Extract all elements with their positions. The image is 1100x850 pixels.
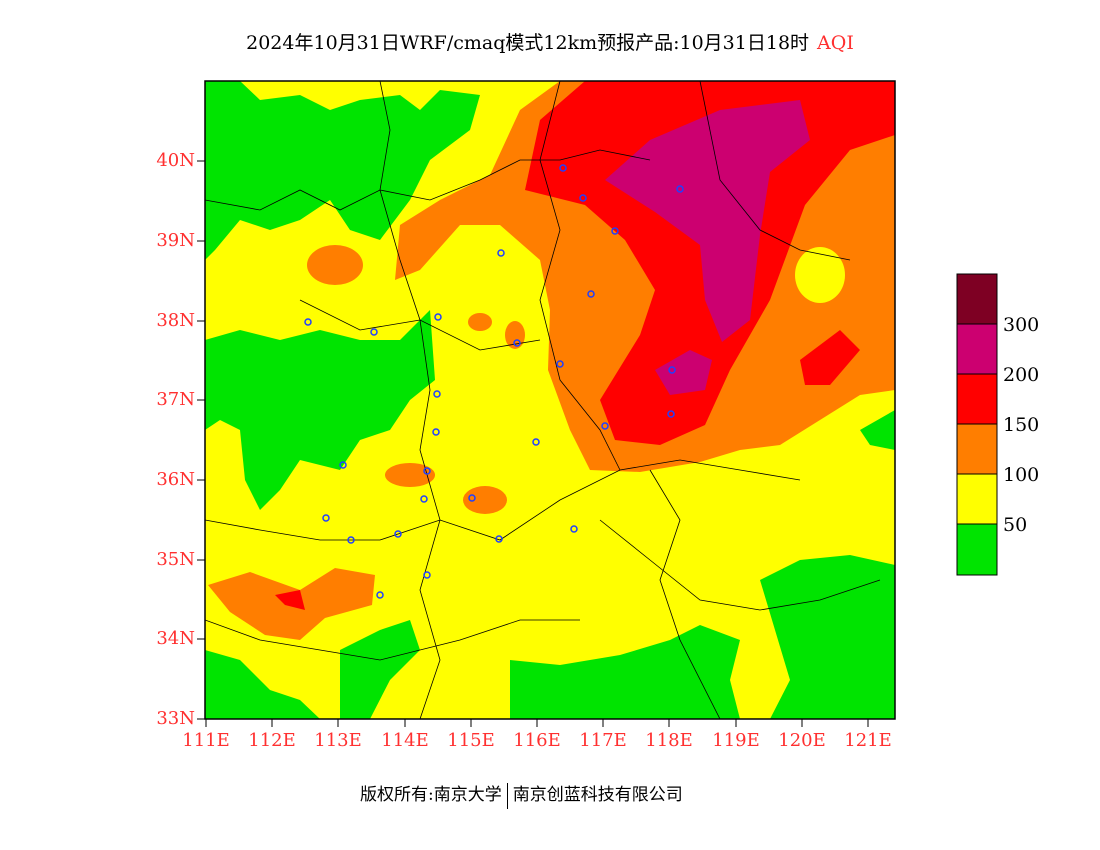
legend-swatch-hazardous <box>956 273 998 325</box>
legend-label: 100 <box>1003 464 1040 486</box>
aqi-zone-green-sc <box>510 625 740 719</box>
aqi-zone-yellow-pocket <box>795 247 845 303</box>
aqi-zone-orange-patch <box>463 486 507 514</box>
lon-label: 119E <box>712 730 760 751</box>
aqi-zone-green-sw <box>205 650 320 719</box>
aqi-zone-green-s <box>340 620 420 719</box>
legend-label: 150 <box>1003 414 1040 436</box>
lat-label: 39N <box>156 230 195 251</box>
lon-label: 118E <box>645 730 693 751</box>
lat-label: 38N <box>156 310 195 331</box>
lat-label: 40N <box>156 150 195 171</box>
aqi-zone-green-e <box>860 410 895 450</box>
chart-title: 2024年10月31日WRF/cmaq模式12km预报产品:10月31日18时 A… <box>0 28 1100 55</box>
legend-colorbar <box>956 273 998 576</box>
axis-ticks <box>197 160 869 727</box>
lon-label: 116E <box>513 730 561 751</box>
lon-label: 115E <box>447 730 495 751</box>
lon-label: 114E <box>381 730 429 751</box>
aqi-zone-red-sw <box>275 590 305 610</box>
aqi-zone-magenta-s <box>655 350 712 395</box>
aqi-zone-green-se <box>760 555 895 719</box>
aqi-zone-orange-patch <box>385 463 435 487</box>
lon-label: 113E <box>314 730 362 751</box>
copyright-company: 南京创蓝科技有限公司 <box>512 785 683 805</box>
title-main: 2024年10月31日WRF/cmaq模式12km预报产品:10月31日18时 <box>246 32 810 54</box>
lat-label: 36N <box>156 469 195 490</box>
aqi-zone-orange-patch <box>307 245 363 285</box>
lon-label: 112E <box>248 730 296 751</box>
legend-label: 200 <box>1003 364 1040 386</box>
province-boundaries <box>205 81 881 719</box>
aqi-zone-green-nw <box>205 81 480 260</box>
legend-swatch-very-unhealthy <box>956 323 998 375</box>
lon-label: 120E <box>778 730 826 751</box>
city-markers <box>304 164 684 599</box>
legend-label: 50 <box>1003 514 1028 536</box>
legend-swatch-sensitive <box>956 423 998 475</box>
footer-divider <box>506 782 508 809</box>
lon-label: 111E <box>182 730 230 751</box>
aqi-zone-orange-patch <box>468 313 492 331</box>
legend-label: 300 <box>1003 314 1040 336</box>
lat-label: 33N <box>156 708 195 729</box>
lat-label: 34N <box>156 628 195 649</box>
lon-label: 121E <box>844 730 892 751</box>
lat-label: 37N <box>156 389 195 410</box>
copyright-footer: 版权所有:南京大学 南京创蓝科技有限公司 <box>360 780 683 809</box>
title-variable: AQI <box>817 32 854 54</box>
aqi-zone-magenta <box>605 100 810 342</box>
lat-label: 35N <box>156 549 195 570</box>
legend-swatch-moderate <box>956 473 998 525</box>
aqi-zone-red-e <box>800 330 860 385</box>
aqi-zone-green-w <box>205 310 435 510</box>
legend-swatch-unhealthy <box>956 373 998 425</box>
legend-swatch-good <box>956 523 998 576</box>
copyright-owner: 版权所有:南京大学 <box>360 785 502 805</box>
lon-label: 117E <box>579 730 627 751</box>
